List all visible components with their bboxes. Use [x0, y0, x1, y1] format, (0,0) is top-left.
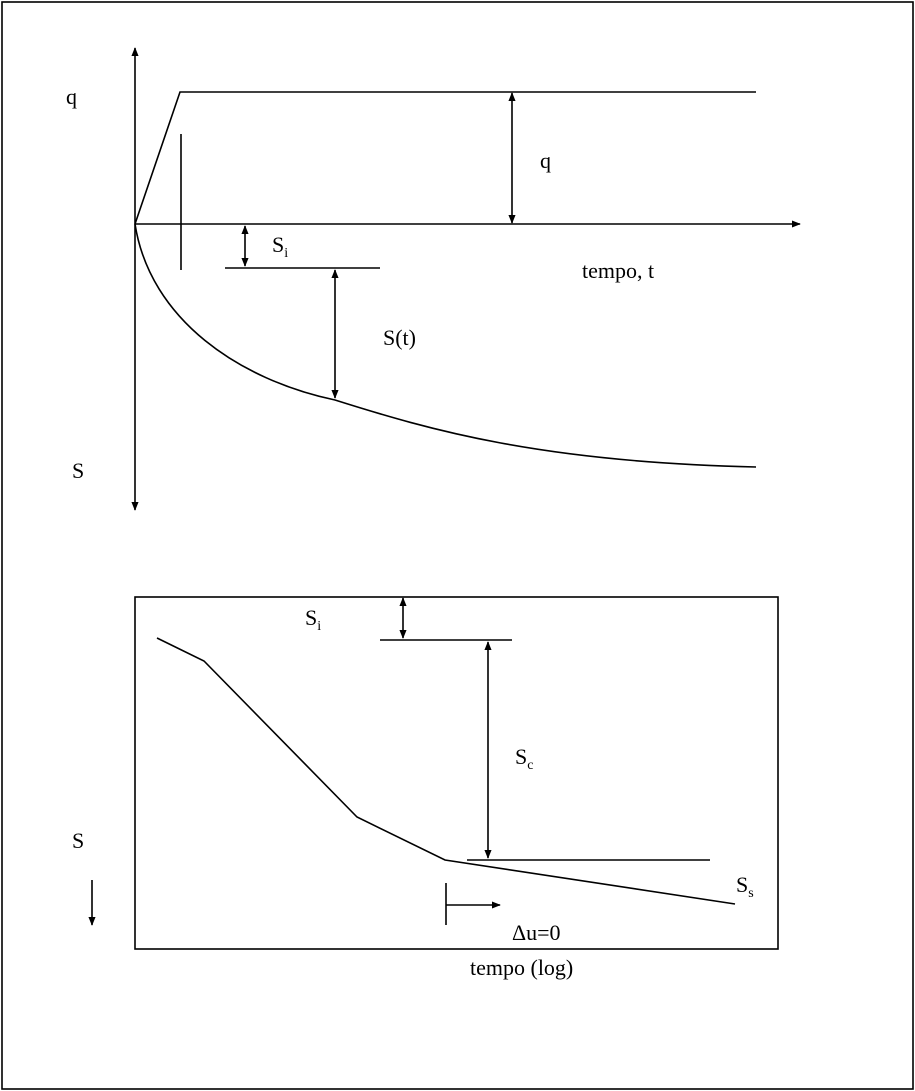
sc-label: Sc — [515, 744, 533, 773]
top-diagram: q S tempo, t q Si S(t) — [66, 47, 801, 511]
ss-label: Ss — [736, 872, 754, 901]
log-settlement-curve — [156, 637, 736, 905]
st-label: S(t) — [383, 325, 416, 350]
bottom-x-axis-label: tempo (log) — [470, 955, 573, 980]
load-q-label: q — [540, 148, 551, 173]
top-y-label-q: q — [66, 84, 77, 109]
bottom-diagram: S tempo (log) Si Sc Ss Δu=0 — [72, 596, 779, 980]
top-x-axis-label: tempo, t — [582, 258, 654, 283]
top-y-label-s: S — [72, 458, 84, 483]
settlement-curve — [134, 223, 757, 468]
du-zero-label: Δu=0 — [512, 920, 561, 945]
bottom-y-label-s: S — [72, 828, 84, 853]
load-curve — [134, 91, 756, 225]
bottom-si-label: Si — [305, 605, 321, 634]
top-si-label: Si — [272, 232, 288, 261]
bottom-plot-frame — [134, 596, 779, 950]
